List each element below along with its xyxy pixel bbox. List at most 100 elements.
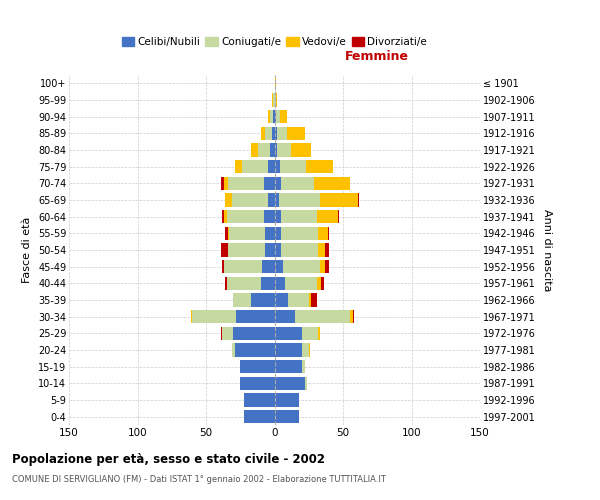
Bar bbox=[258, 144, 271, 156]
Bar bbox=[235, 344, 275, 356]
Bar bbox=[275, 360, 302, 374]
Bar bbox=[302, 344, 309, 356]
Bar bbox=[295, 310, 350, 324]
Bar bbox=[275, 344, 302, 356]
Bar bbox=[273, 94, 275, 106]
Bar bbox=[221, 244, 228, 256]
Bar bbox=[275, 126, 277, 140]
Bar bbox=[272, 94, 273, 106]
Bar bbox=[275, 226, 281, 240]
Bar bbox=[317, 210, 338, 224]
Bar bbox=[302, 326, 319, 340]
Bar bbox=[240, 360, 275, 374]
Bar bbox=[268, 160, 275, 173]
Bar bbox=[275, 260, 283, 274]
Bar bbox=[281, 244, 319, 256]
Bar bbox=[223, 326, 233, 340]
Bar bbox=[244, 410, 275, 424]
Bar bbox=[275, 244, 281, 256]
Bar bbox=[275, 294, 288, 306]
Bar bbox=[275, 160, 280, 173]
Bar bbox=[224, 176, 228, 190]
Bar bbox=[262, 260, 275, 274]
Bar bbox=[281, 176, 314, 190]
Bar bbox=[302, 360, 305, 374]
Bar bbox=[321, 276, 324, 290]
Bar bbox=[320, 260, 325, 274]
Bar bbox=[314, 176, 350, 190]
Bar bbox=[244, 394, 275, 406]
Bar bbox=[275, 76, 276, 90]
Bar bbox=[286, 276, 317, 290]
Bar bbox=[225, 226, 228, 240]
Bar bbox=[263, 176, 275, 190]
Bar bbox=[275, 276, 286, 290]
Bar bbox=[225, 194, 232, 206]
Bar bbox=[272, 126, 275, 140]
Bar bbox=[221, 176, 224, 190]
Bar bbox=[281, 226, 319, 240]
Bar bbox=[229, 226, 265, 240]
Y-axis label: Fasce di età: Fasce di età bbox=[22, 217, 32, 283]
Y-axis label: Anni di nascita: Anni di nascita bbox=[542, 208, 553, 291]
Bar bbox=[271, 144, 275, 156]
Bar bbox=[271, 110, 273, 124]
Bar bbox=[265, 126, 272, 140]
Bar bbox=[263, 210, 275, 224]
Bar bbox=[225, 276, 227, 290]
Bar bbox=[275, 326, 302, 340]
Bar bbox=[232, 344, 235, 356]
Bar bbox=[233, 326, 275, 340]
Bar bbox=[306, 160, 334, 173]
Bar bbox=[273, 110, 275, 124]
Bar bbox=[288, 294, 309, 306]
Bar bbox=[223, 210, 224, 224]
Bar bbox=[268, 110, 271, 124]
Bar bbox=[227, 276, 261, 290]
Bar bbox=[283, 260, 320, 274]
Bar bbox=[275, 110, 276, 124]
Bar bbox=[228, 176, 263, 190]
Text: Femmine: Femmine bbox=[345, 50, 409, 62]
Bar bbox=[276, 94, 277, 106]
Bar bbox=[317, 276, 321, 290]
Bar bbox=[224, 260, 262, 274]
Bar bbox=[325, 260, 329, 274]
Bar bbox=[192, 310, 236, 324]
Legend: Celibi/Nubili, Coniugati/e, Vedovi/e, Divorziati/e: Celibi/Nubili, Coniugati/e, Vedovi/e, Di… bbox=[119, 34, 430, 49]
Bar bbox=[242, 160, 268, 173]
Bar bbox=[280, 110, 287, 124]
Bar bbox=[358, 194, 359, 206]
Bar bbox=[350, 310, 353, 324]
Bar bbox=[236, 310, 275, 324]
Bar bbox=[224, 210, 227, 224]
Bar bbox=[223, 260, 224, 274]
Bar bbox=[191, 310, 193, 324]
Bar bbox=[291, 144, 311, 156]
Bar bbox=[233, 294, 251, 306]
Bar bbox=[278, 194, 320, 206]
Bar bbox=[281, 210, 317, 224]
Bar bbox=[275, 394, 299, 406]
Bar bbox=[319, 226, 328, 240]
Bar bbox=[311, 294, 317, 306]
Bar bbox=[287, 126, 305, 140]
Bar bbox=[251, 144, 258, 156]
Bar bbox=[265, 244, 275, 256]
Bar bbox=[275, 376, 305, 390]
Bar bbox=[228, 226, 229, 240]
Bar bbox=[353, 310, 354, 324]
Bar bbox=[320, 194, 358, 206]
Bar bbox=[338, 210, 339, 224]
Bar bbox=[275, 310, 295, 324]
Bar bbox=[319, 326, 320, 340]
Bar bbox=[221, 326, 223, 340]
Bar bbox=[261, 126, 265, 140]
Bar bbox=[275, 210, 281, 224]
Bar bbox=[240, 376, 275, 390]
Text: COMUNE DI SERVIGLIANO (FM) - Dati ISTAT 1° gennaio 2002 - Elaborazione TUTTITALI: COMUNE DI SERVIGLIANO (FM) - Dati ISTAT … bbox=[12, 475, 386, 484]
Bar bbox=[251, 294, 275, 306]
Bar bbox=[265, 226, 275, 240]
Bar bbox=[328, 226, 329, 240]
Bar bbox=[268, 194, 275, 206]
